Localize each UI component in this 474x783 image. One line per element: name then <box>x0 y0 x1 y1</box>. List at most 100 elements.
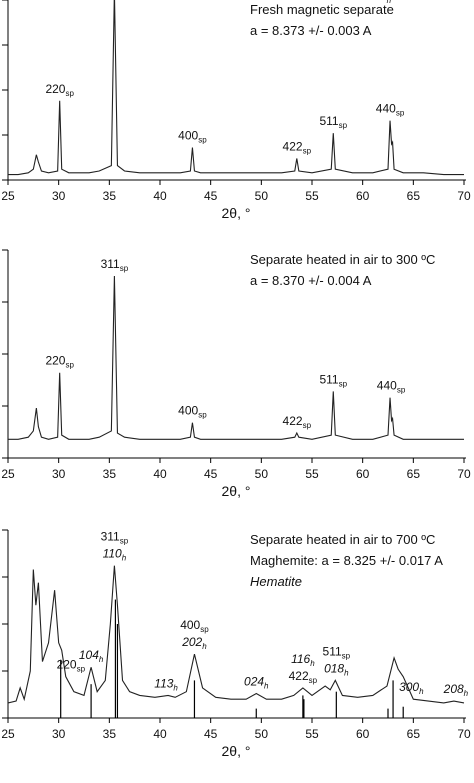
peak-index: 511 <box>323 644 342 658</box>
peak-phase: h <box>419 687 424 696</box>
x-tick-label: 40 <box>153 727 167 741</box>
x-tick-label: 50 <box>255 189 269 203</box>
peak-index: 113 <box>154 676 173 690</box>
x-tick-label: 60 <box>356 467 370 481</box>
peak-phase: h <box>464 689 469 698</box>
x-tick-label: 70 <box>457 727 471 741</box>
peak-phase: sp <box>198 136 207 145</box>
x-tick-label: 45 <box>204 467 218 481</box>
peak-label: 113h <box>154 676 178 692</box>
peak-label: 220sp <box>57 658 86 674</box>
x-tick-label: 70 <box>457 189 471 203</box>
panel-title: Separate heated in air to 300 ºC <box>250 252 435 267</box>
x-tick-label: 65 <box>407 467 421 481</box>
x-tick-label: 45 <box>204 727 218 741</box>
peak-label: 311sp <box>101 530 129 546</box>
xrd-pattern <box>8 0 464 176</box>
peak-label: 511sp <box>319 372 347 388</box>
peak-index: 422 <box>289 669 309 683</box>
peak-phase: sp <box>200 625 209 634</box>
xrd-pattern <box>8 565 465 704</box>
peak-index: 440 <box>377 379 397 393</box>
x-tick-label: 50 <box>255 727 269 741</box>
peak-phase: sp <box>120 264 129 273</box>
x-tick-label: 25 <box>1 727 15 741</box>
peak-phase: h <box>264 682 269 691</box>
peak-phase: h <box>122 554 127 563</box>
x-axis-label: 2θ, ° <box>222 205 251 221</box>
peak-label: 440sp <box>377 379 406 395</box>
peak-index: 311 <box>101 530 120 544</box>
peak-label: 024h <box>244 675 269 691</box>
x-tick-label: 65 <box>407 727 421 741</box>
panel-title: Separate heated in air to 700 ºC <box>250 532 435 547</box>
peak-phase: h <box>387 0 392 5</box>
peak-label: 311sp <box>101 257 129 273</box>
x-axis-label: 2θ, ° <box>222 743 251 759</box>
peak-label: 300h <box>399 680 424 696</box>
peak-label: 116h <box>291 652 315 668</box>
x-tick-label: 40 <box>153 189 167 203</box>
peak-phase: h <box>344 668 349 677</box>
x-tick-label: 55 <box>305 727 319 741</box>
xrd-pattern <box>8 275 464 440</box>
x-axis-label: 2θ, ° <box>222 483 251 499</box>
peak-label: 214h <box>366 0 392 5</box>
x-tick-label: 50 <box>255 467 269 481</box>
peak-phase: h <box>173 683 178 692</box>
peak-label: 440sp <box>376 102 405 118</box>
peak-label: 422sp <box>283 414 312 430</box>
peak-index: 400 <box>180 618 200 632</box>
x-tick-label: 30 <box>52 727 66 741</box>
panel-title: a = 8.370 +/- 0.004 A <box>250 273 372 288</box>
peak-phase: sp <box>65 89 74 98</box>
peak-phase: sp <box>339 121 348 130</box>
x-tick-label: 35 <box>103 467 117 481</box>
peak-index: 214 <box>366 0 387 3</box>
peak-index: 511 <box>319 114 338 128</box>
peak-label: 104h <box>79 648 104 664</box>
peak-phase: h <box>99 655 104 664</box>
x-tick-label: 55 <box>305 467 319 481</box>
peak-index: 300 <box>399 680 419 694</box>
peak-phase: sp <box>342 651 351 660</box>
peak-label: 422sp <box>289 669 318 685</box>
peak-phase: sp <box>65 361 74 370</box>
peak-label: 511sp <box>323 644 351 660</box>
peak-index: 400 <box>178 129 198 143</box>
peak-phase: sp <box>397 386 406 395</box>
peak-index: 220 <box>45 354 65 368</box>
peak-phase: sp <box>198 411 207 420</box>
peak-label: 208h <box>443 682 469 698</box>
peak-phase: sp <box>120 537 129 546</box>
peak-label: 422sp <box>283 139 312 155</box>
panel-title: Hematite <box>250 574 302 589</box>
x-tick-label: 55 <box>305 189 319 203</box>
x-tick-label: 45 <box>204 189 218 203</box>
peak-label: 400sp <box>178 129 207 145</box>
peak-index: 202 <box>181 635 202 649</box>
peak-index: 220 <box>57 658 77 672</box>
peak-phase: sp <box>309 676 318 685</box>
peak-phase: sp <box>77 665 86 674</box>
x-tick-label: 25 <box>1 467 15 481</box>
panel-title: Maghemite: a = 8.325 +/- 0.017 A <box>250 553 443 568</box>
peak-label: 220sp <box>45 82 74 98</box>
peak-phase: sp <box>303 146 312 155</box>
x-tick-label: 35 <box>103 189 117 203</box>
peak-index: 422 <box>283 139 303 153</box>
peak-label: 220sp <box>45 354 74 370</box>
peak-label: 400sp <box>178 404 207 420</box>
peak-index: 422 <box>283 414 303 428</box>
peak-index: 024 <box>244 675 264 689</box>
x-tick-label: 35 <box>103 727 117 741</box>
peak-index: 208 <box>443 682 464 696</box>
panel-title: a = 8.373 +/- 0.003 A <box>250 23 372 38</box>
peak-index: 110 <box>103 547 122 561</box>
panel-title: Fresh magnetic separate <box>250 2 394 17</box>
peak-index: 220 <box>45 82 65 96</box>
peak-phase: h <box>202 642 207 651</box>
x-tick-label: 60 <box>356 727 370 741</box>
x-tick-label: 70 <box>457 467 471 481</box>
